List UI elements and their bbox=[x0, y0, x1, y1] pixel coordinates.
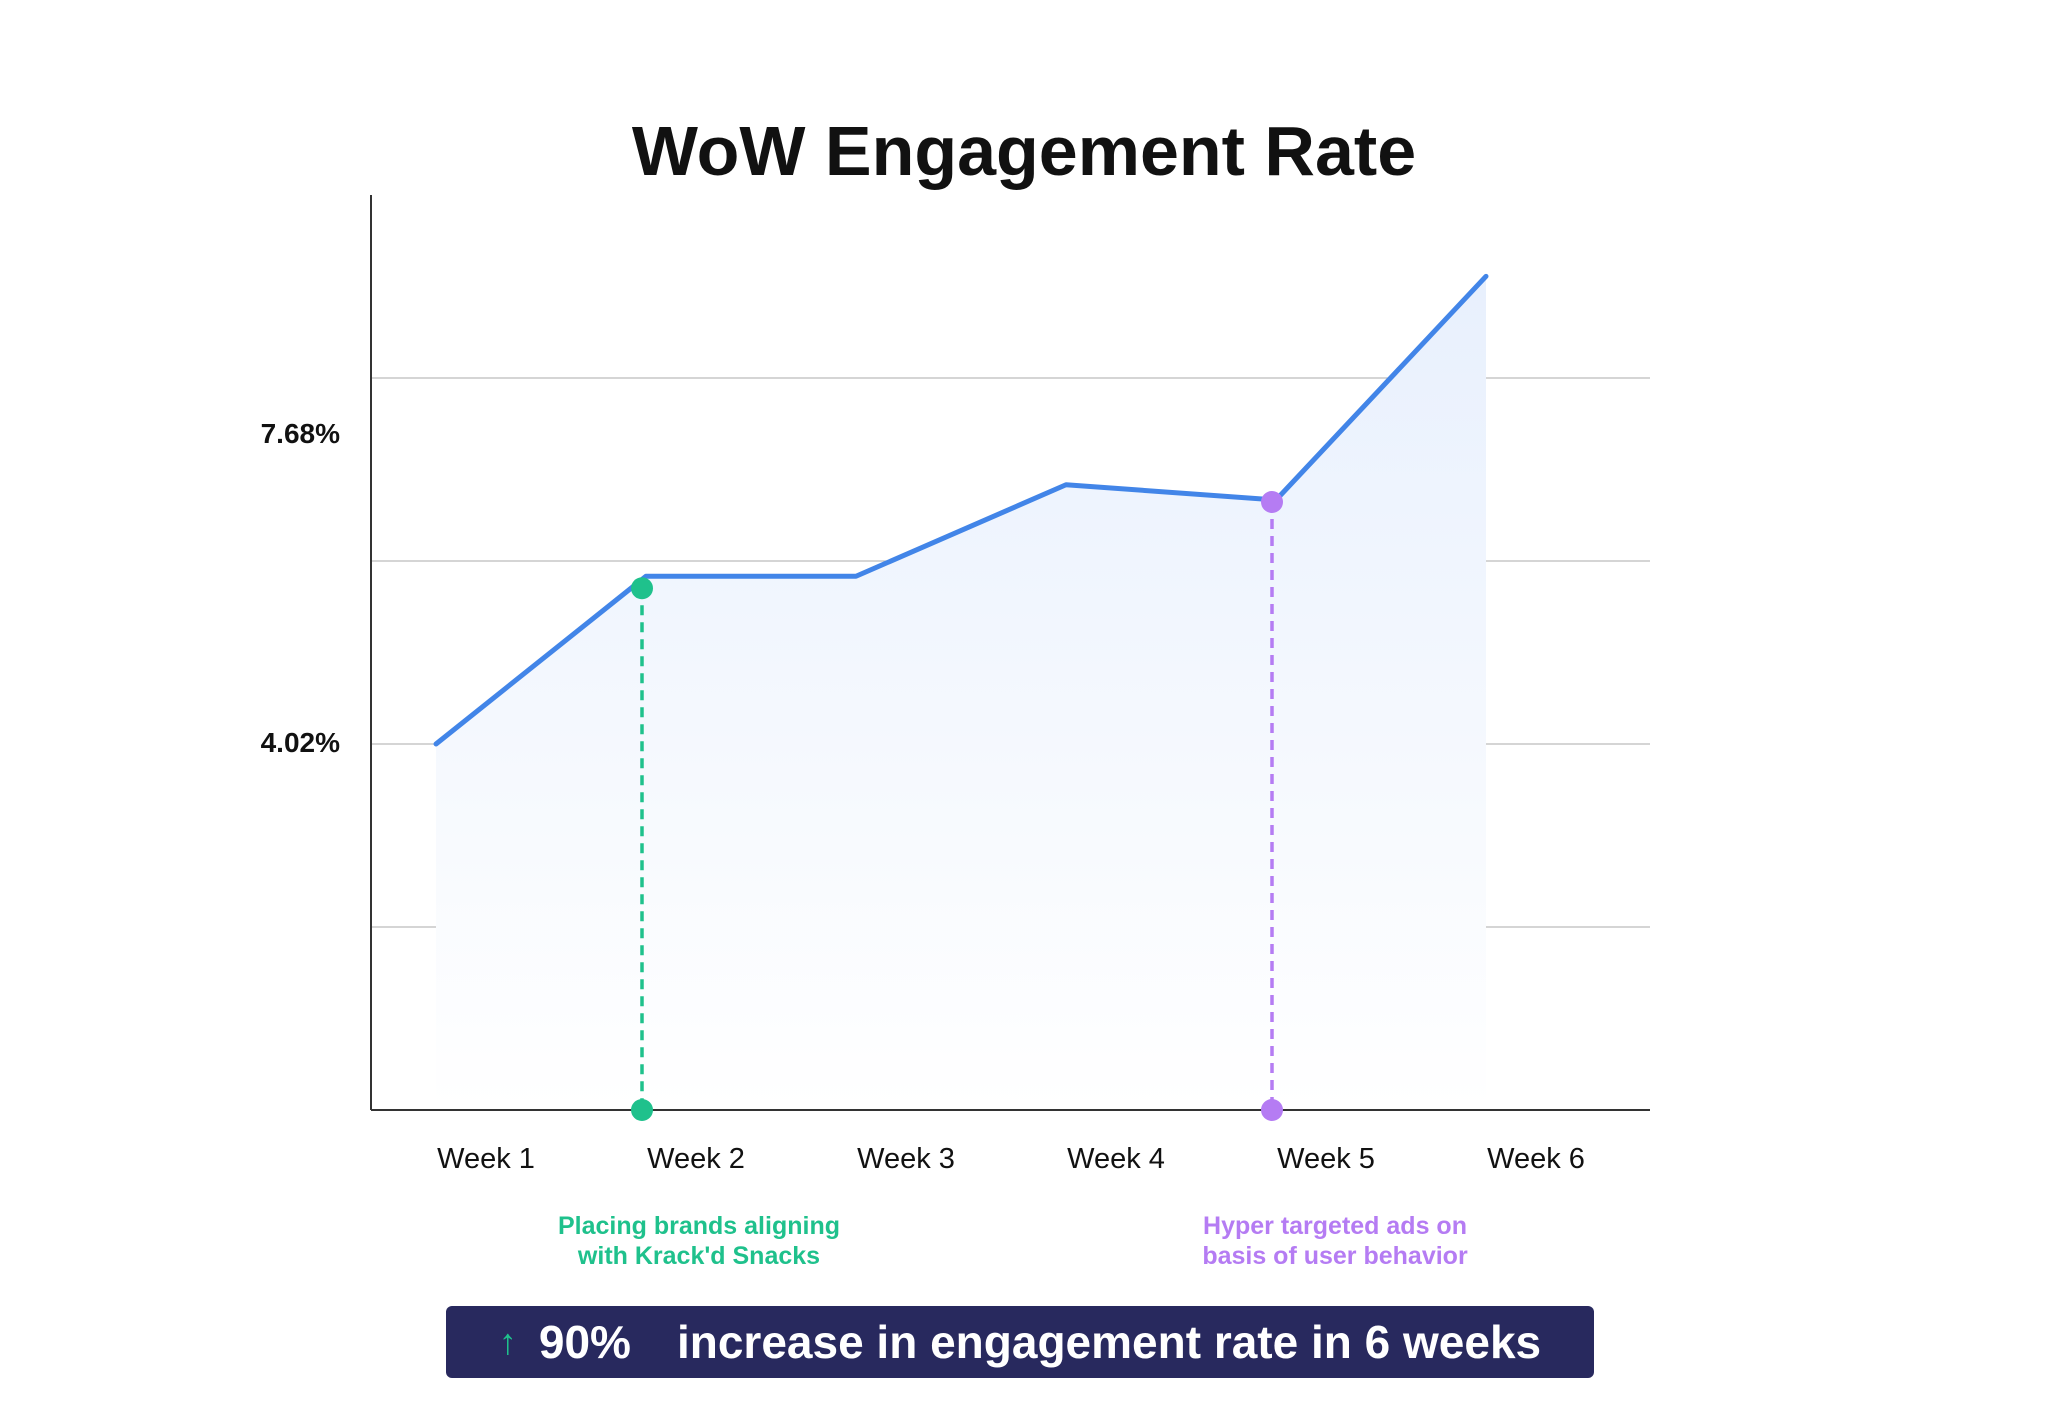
axis-layer bbox=[370, 195, 1650, 1111]
series-line bbox=[433, 273, 1489, 747]
summary-banner: ↑ 90% increase in engagement rate in 6 w… bbox=[446, 1306, 1594, 1378]
x-tick-labels: Week 1 Week 2 Week 3 Week 4 Week 5 Week 6 bbox=[437, 1143, 1585, 1175]
annotation-marker-top-2 bbox=[1261, 491, 1283, 513]
area-layer bbox=[433, 273, 1489, 1110]
annotation-marker-top-1 bbox=[631, 577, 653, 600]
annotation-marker-bottom-1 bbox=[631, 1099, 653, 1121]
x-tick-label-3: Week 3 bbox=[857, 1143, 955, 1175]
annotation-marker-bottom-2 bbox=[1261, 1099, 1283, 1121]
chart-title: WoW Engagement Rate bbox=[632, 112, 1416, 190]
annotation-text-2-line-2: basis of user behavior bbox=[1202, 1242, 1468, 1270]
annotation-text-1-line-1: Placing brands aligning bbox=[558, 1212, 840, 1240]
y-tick-label-2: 4.02% bbox=[261, 727, 340, 758]
y-tick-label-1: 7.68% bbox=[261, 418, 340, 449]
x-tick-label-6: Week 6 bbox=[1487, 1143, 1585, 1175]
y-tick-labels: 7.68% 4.02% bbox=[261, 418, 340, 758]
banner-percent: 90% bbox=[538, 1316, 631, 1368]
x-tick-label-5: Week 5 bbox=[1277, 1143, 1375, 1175]
banner-text: increase in engagement rate in 6 weeks bbox=[676, 1316, 1542, 1368]
x-tick-label-1: Week 1 bbox=[437, 1143, 535, 1175]
x-tick-label-4: Week 4 bbox=[1067, 1143, 1165, 1175]
x-tick-label-2: Week 2 bbox=[647, 1143, 745, 1175]
annotation-text-1-line-2: with Krack'd Snacks bbox=[577, 1242, 820, 1270]
area-fill bbox=[436, 276, 1486, 1110]
annotation-text-2-line-1: Hyper targeted ads on bbox=[1203, 1212, 1467, 1240]
up-arrow-icon: ↑ bbox=[498, 1321, 517, 1362]
